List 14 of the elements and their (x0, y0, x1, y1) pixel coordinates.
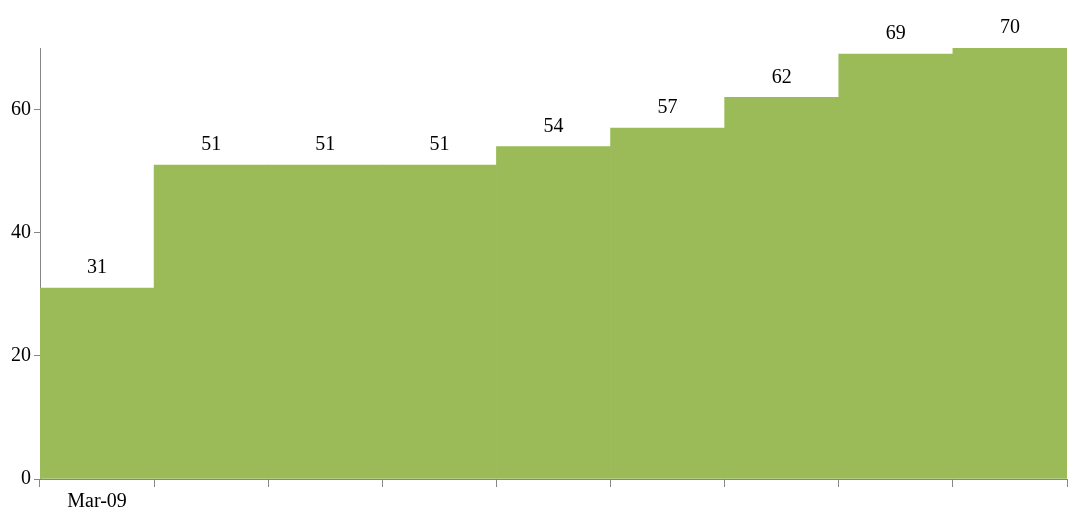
data-label: 51 (429, 132, 450, 155)
y-tick-label: 40 (11, 219, 31, 242)
data-label: 62 (771, 64, 792, 87)
x-tick-label: Mar-09 (67, 489, 127, 512)
data-label: 31 (87, 255, 108, 278)
data-label: 51 (315, 132, 336, 155)
data-label: 57 (657, 95, 678, 118)
y-tick-label: 0 (21, 466, 31, 489)
data-label: 70 (999, 15, 1020, 38)
y-tick-label: 60 (11, 96, 31, 119)
y-tick-label: 20 (11, 343, 31, 366)
data-label: 51 (201, 132, 222, 155)
data-label: 54 (543, 113, 564, 136)
data-label: 69 (885, 21, 906, 44)
